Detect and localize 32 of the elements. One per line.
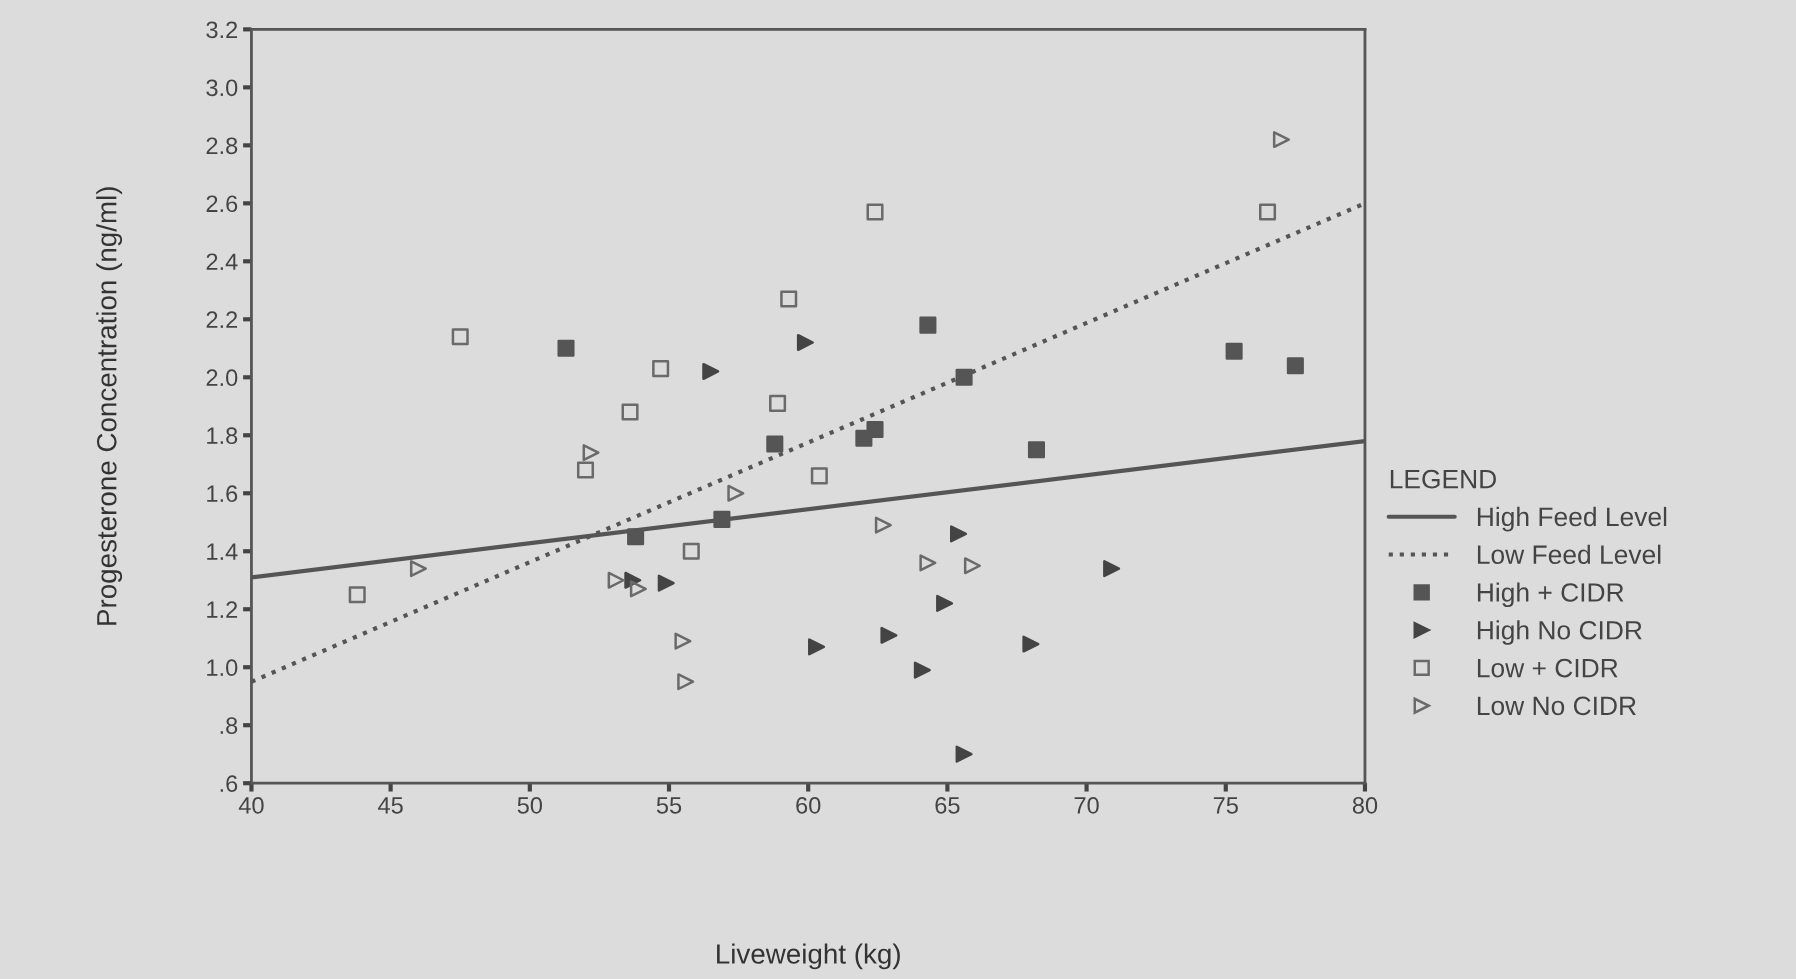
- x-tick-label: 40: [238, 797, 264, 814]
- legend-label: Low No CIDR: [1477, 696, 1636, 716]
- y-tick-label: .8: [220, 717, 238, 734]
- legend-label: High Feed Level: [1477, 506, 1667, 532]
- x-tick-label: 50: [517, 797, 543, 814]
- x-tick-label: 80: [1352, 797, 1378, 814]
- y-tick-label: 1.2: [207, 601, 238, 618]
- legend-label: Low Feed Level: [1477, 544, 1661, 565]
- y-tick-label: 3.2: [206, 21, 238, 39]
- x-tick-label: 65: [935, 797, 960, 814]
- y-tick-label: 2.2: [206, 311, 238, 328]
- y-tick-label: 1.6: [207, 485, 238, 503]
- y-tick-label: 2.4: [206, 253, 238, 270]
- legend-title: LEGEND: [1390, 469, 1496, 489]
- x-tick-label: 70: [1074, 797, 1099, 814]
- y-tick-label: 1.0: [207, 659, 238, 677]
- y-tick-label: 2.0: [206, 369, 238, 387]
- y-tick-label: 2.6: [206, 195, 238, 213]
- legend-label: Low + CIDR: [1477, 658, 1618, 678]
- x-tick-label: 75: [1213, 797, 1238, 814]
- legend-label: High No CIDR: [1477, 620, 1642, 645]
- y-tick-label: 1.8: [207, 427, 238, 445]
- y-tick-label: .6: [220, 775, 238, 792]
- y-tick-label: 3.0: [206, 79, 238, 97]
- x-axis-title: Liveweight (kg): [717, 943, 900, 970]
- legend-label: High + CIDR: [1477, 582, 1624, 608]
- y-tick-label: 2.8: [206, 137, 238, 155]
- y-tick-label: 1.4: [207, 543, 238, 560]
- x-tick-label: 55: [656, 797, 682, 814]
- x-tick-label: 45: [378, 797, 403, 814]
- x-tick-label: 60: [796, 797, 821, 814]
- y-axis-title: Progesterone Concentration (ng/ml): [96, 187, 123, 625]
